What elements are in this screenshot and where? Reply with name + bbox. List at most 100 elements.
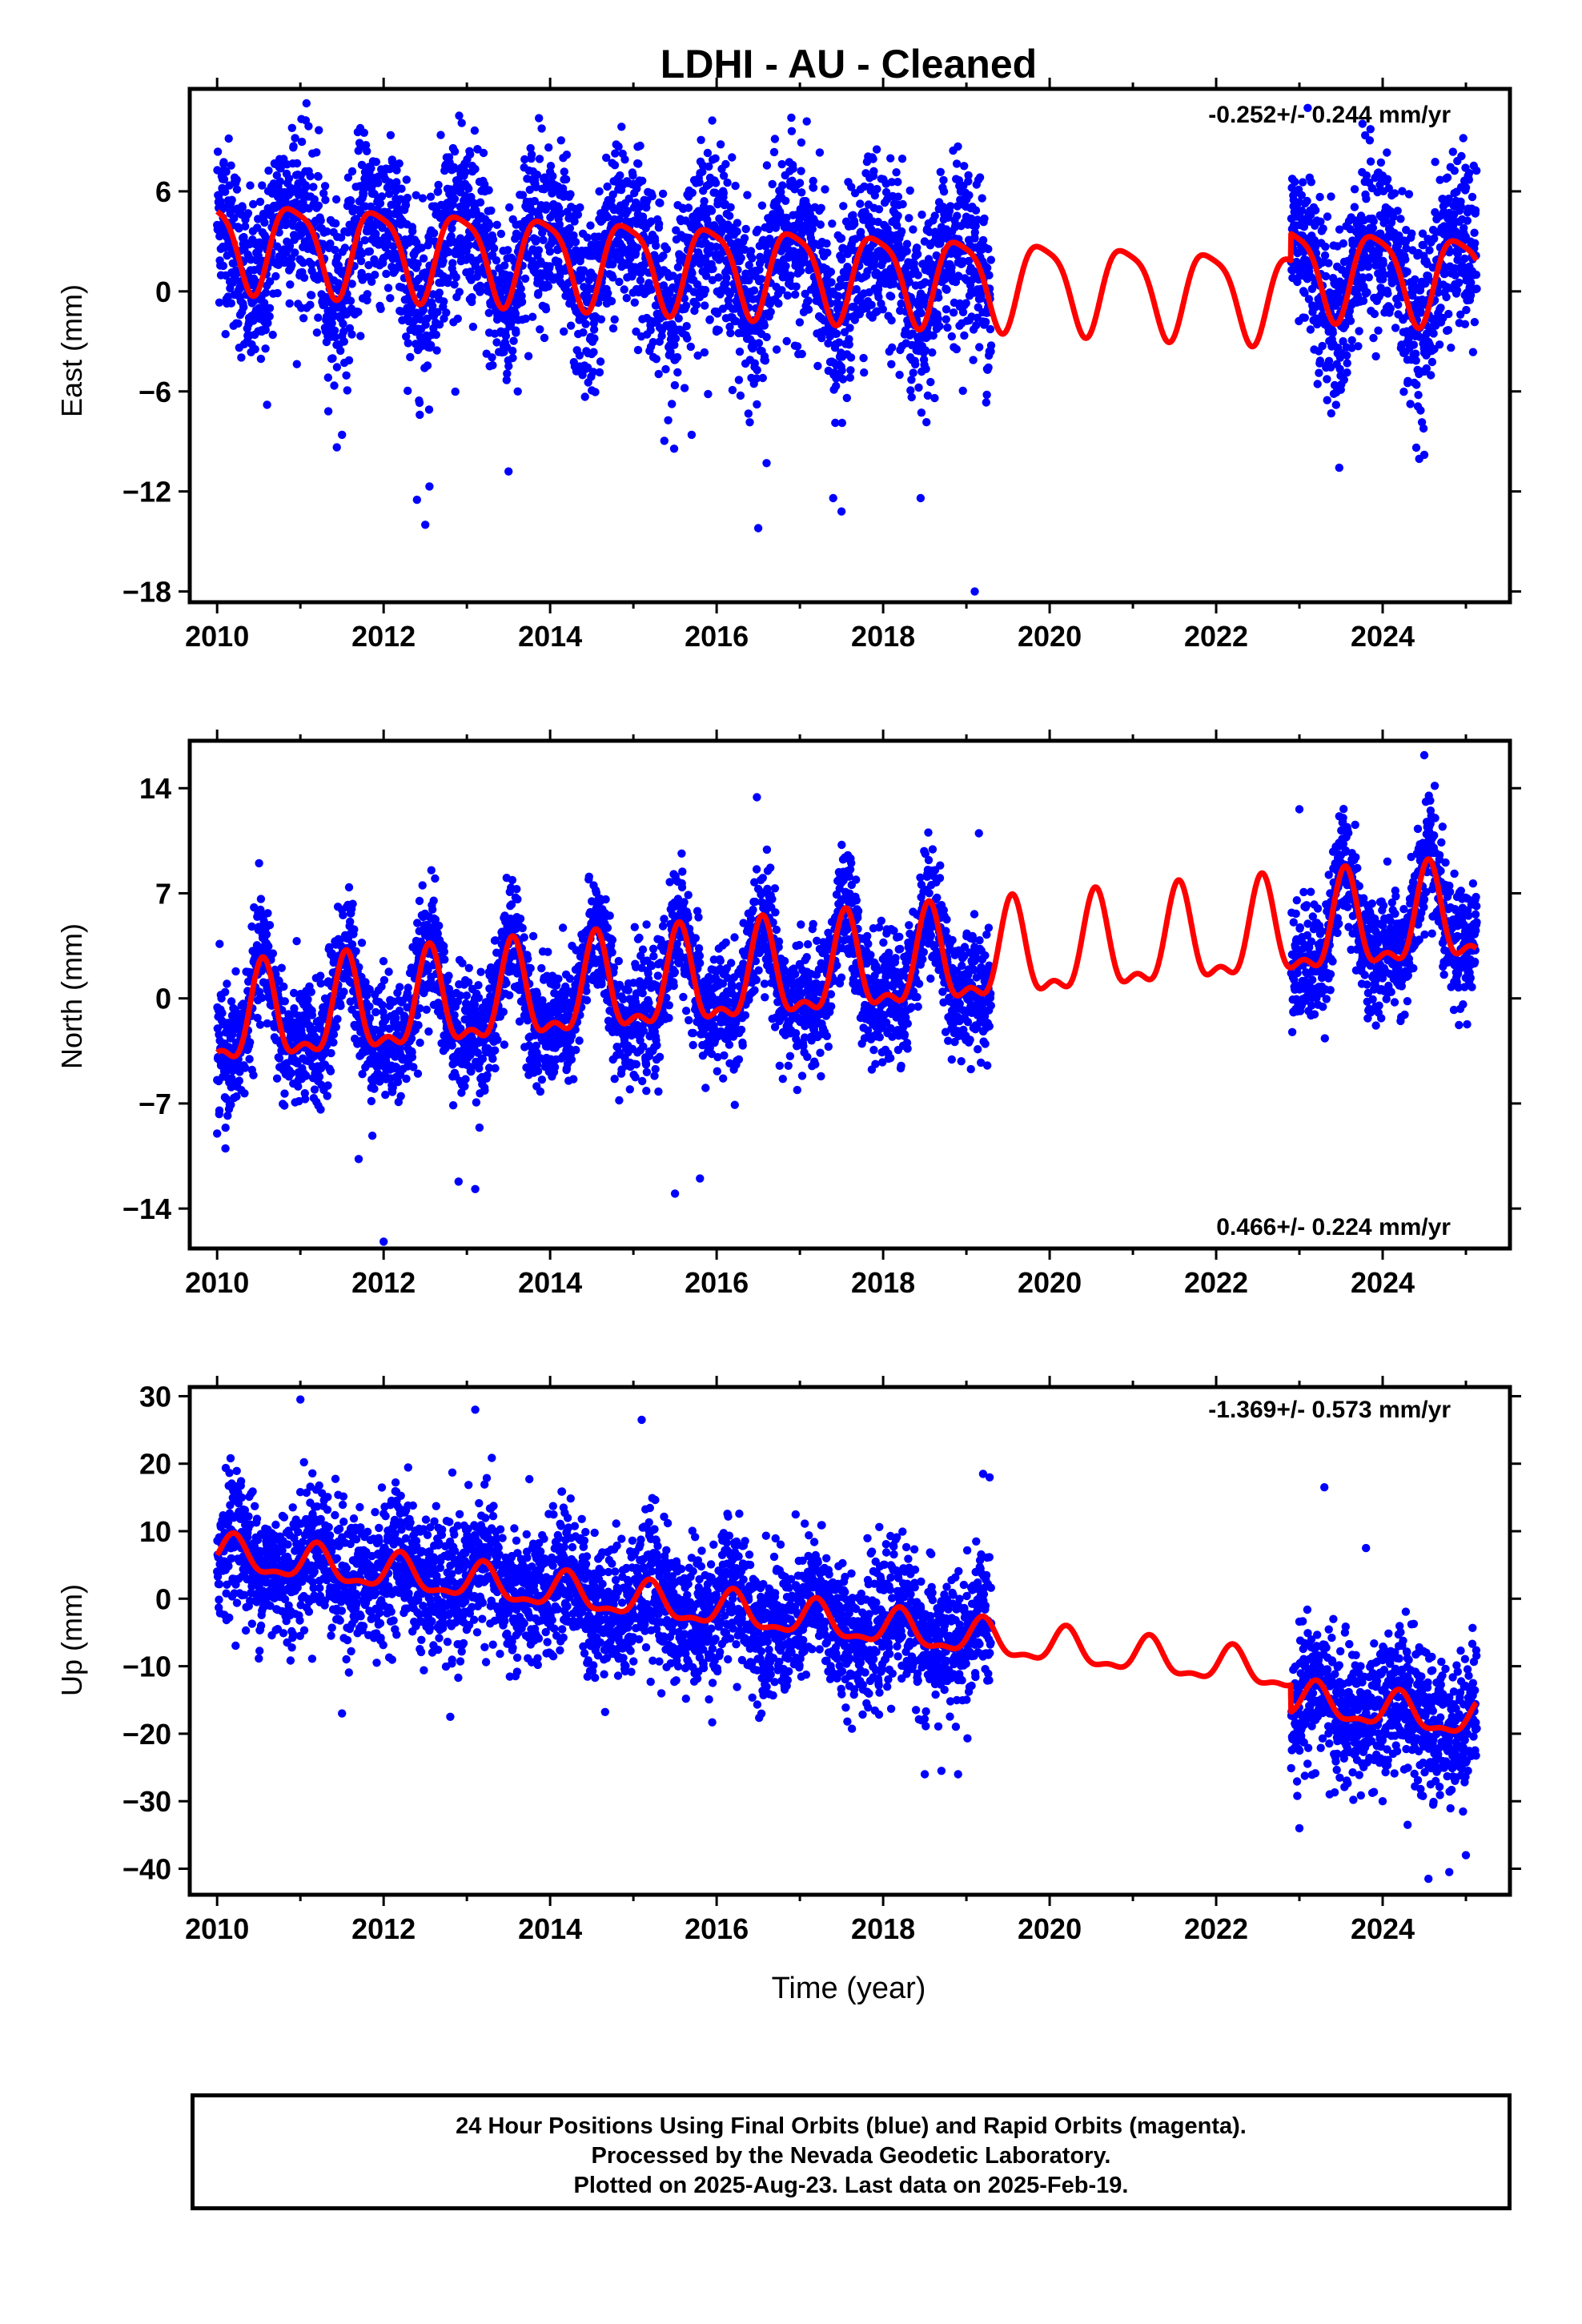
- east-observation-point: [320, 182, 330, 191]
- east-observation-point: [569, 231, 578, 240]
- east-observation-point: [817, 203, 825, 212]
- north-observation-point: [280, 1101, 289, 1110]
- east-observation-point: [889, 279, 898, 288]
- east-observation-point: [930, 393, 939, 403]
- east-observation-point: [897, 227, 906, 236]
- east-observation-point: [746, 247, 756, 255]
- east-observation-point: [416, 315, 425, 324]
- east-observation-point: [556, 136, 565, 145]
- east-observation-point: [334, 261, 343, 270]
- east-observation-point: [452, 273, 460, 282]
- east-observation-point: [711, 154, 720, 163]
- east-observation-point: [634, 159, 643, 168]
- east-observation-point: [674, 314, 683, 323]
- north-observation-point: [316, 1105, 325, 1114]
- north-observation-point: [329, 1030, 339, 1039]
- east-observation-point: [608, 259, 617, 269]
- east-observation-point: [693, 351, 702, 360]
- east-observation-point: [1306, 325, 1315, 334]
- east-observation-point: [958, 257, 967, 266]
- east-observation-point: [845, 373, 855, 382]
- east-observation-point: [326, 239, 335, 248]
- east-observation-point: [611, 149, 620, 158]
- east-observation-point: [874, 205, 884, 214]
- east-observation-point: [285, 299, 294, 308]
- east-observation-point: [268, 330, 277, 340]
- east-observation-point: [315, 126, 323, 135]
- east-observation-point: [331, 332, 339, 342]
- east-observation-point: [256, 354, 266, 364]
- east-observation-point: [1464, 175, 1474, 184]
- north-observation-point: [326, 1067, 335, 1076]
- east-observation-point: [962, 299, 970, 308]
- east-observation-point: [1324, 356, 1334, 365]
- east-observation-point: [1297, 191, 1307, 199]
- east-observation-point: [1418, 229, 1427, 238]
- east-observation-point: [1383, 289, 1392, 298]
- east-observation-point: [246, 181, 255, 190]
- east-observation-point: [1383, 148, 1391, 157]
- east-observation-point: [897, 155, 907, 163]
- east-observation-point: [719, 171, 729, 180]
- east-observation-point: [726, 203, 735, 211]
- east-observation-point: [808, 224, 817, 234]
- east-observation-point: [762, 161, 772, 170]
- east-observation-point: [528, 312, 537, 321]
- east-outlier-point: [762, 459, 771, 468]
- east-observation-point: [464, 184, 473, 193]
- north-observation-point: [246, 1038, 255, 1047]
- east-observation-point: [760, 321, 769, 330]
- east-observation-point: [887, 360, 896, 368]
- east-observation-point: [340, 243, 350, 252]
- east-observation-point: [1403, 376, 1412, 385]
- east-observation-point: [1300, 313, 1310, 322]
- north-observation-point: [275, 1054, 284, 1063]
- east-observation-point: [432, 330, 440, 340]
- east-observation-point: [1467, 278, 1476, 287]
- east-observation-point: [450, 147, 460, 156]
- east-observation-point: [787, 127, 797, 135]
- east-observation-point: [361, 141, 371, 150]
- east-observation-point: [502, 376, 511, 384]
- east-observation-point: [470, 126, 480, 135]
- east-observation-point: [1347, 336, 1356, 345]
- east-observation-point: [845, 324, 854, 332]
- east-observation-point: [562, 151, 572, 159]
- east-observation-point: [893, 221, 901, 230]
- east-observation-point: [1365, 136, 1375, 145]
- east-observation-point: [757, 275, 765, 283]
- east-observation-point: [314, 313, 323, 322]
- east-observation-point: [416, 410, 424, 420]
- east-observation-point: [914, 383, 923, 392]
- east-observation-point: [934, 314, 942, 323]
- east-observation-point: [983, 263, 992, 272]
- east-observation-point: [504, 246, 512, 255]
- east-observation-point: [309, 183, 318, 191]
- east-observation-point: [895, 370, 904, 380]
- east-observation-point: [1456, 310, 1465, 319]
- north-observation-point: [323, 1081, 332, 1090]
- east-observation-point: [714, 273, 723, 282]
- east-observation-point: [1411, 275, 1419, 284]
- east-observation-point: [364, 260, 373, 270]
- east-observation-point: [292, 360, 301, 368]
- east-observation-point: [520, 274, 530, 283]
- east-frame: [187, 86, 1512, 605]
- east-observation-point: [1300, 288, 1309, 297]
- east-observation-point: [1330, 380, 1339, 390]
- east-observation-point: [735, 348, 745, 356]
- east-observation-point: [801, 289, 809, 299]
- east-observation-point: [758, 373, 767, 383]
- east-observation-point: [922, 418, 931, 427]
- east-observation-point: [728, 385, 737, 395]
- east-observation-point: [464, 241, 473, 250]
- east-observation-point: [603, 182, 612, 191]
- east-observation-point: [520, 155, 529, 164]
- east-observation-point: [831, 418, 840, 428]
- east-observation-point: [323, 227, 331, 236]
- east-observation-point: [287, 260, 296, 270]
- east-observation-point: [620, 155, 629, 164]
- east-observation-point: [856, 199, 865, 208]
- east-observation-point: [834, 338, 844, 347]
- east-observation-point: [881, 187, 891, 197]
